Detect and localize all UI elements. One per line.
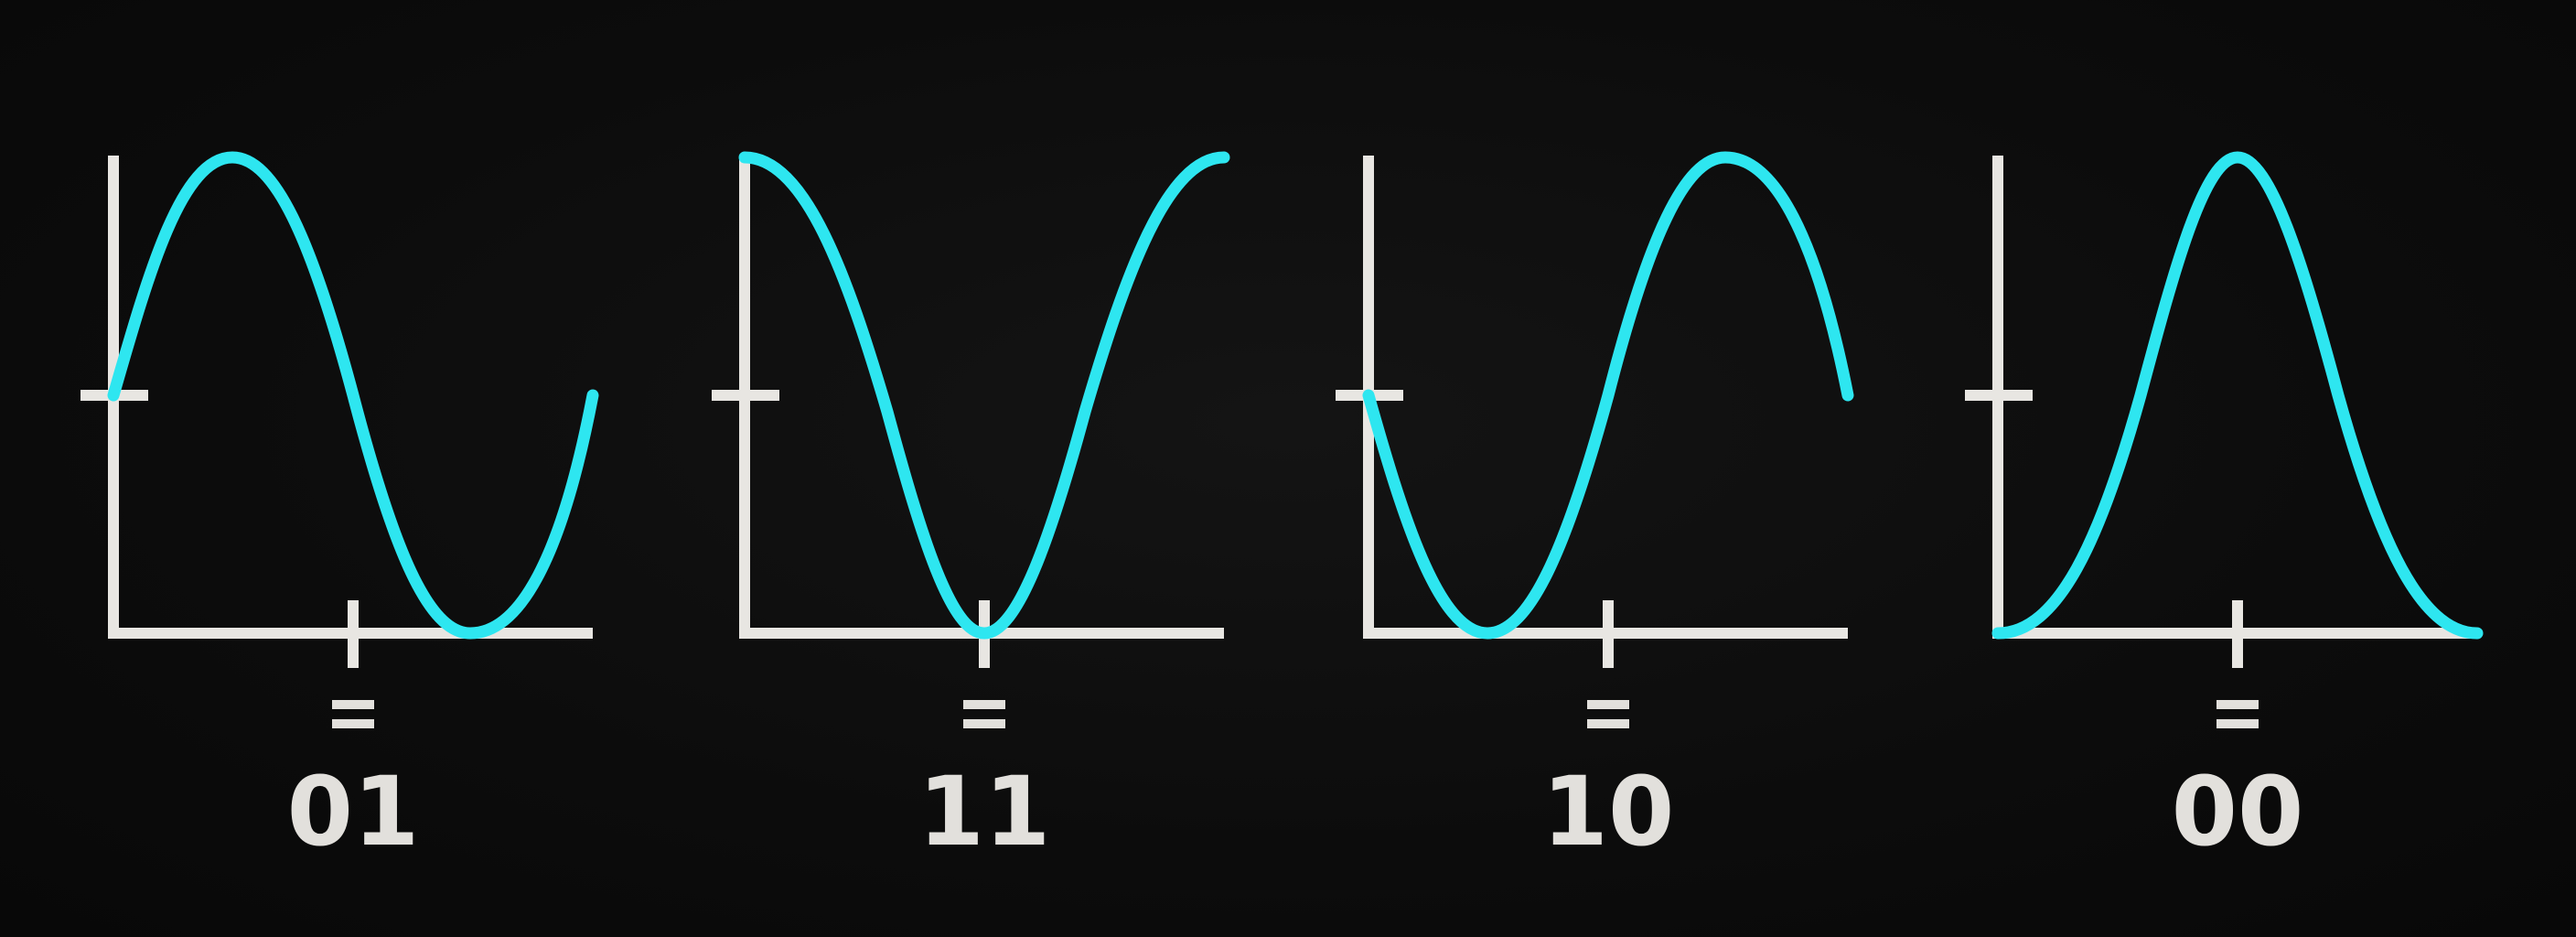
panel-10: 10: [1336, 151, 1854, 867]
bit-code: 01: [287, 756, 420, 867]
equals-sign: [963, 700, 1005, 728]
bit-code: 00: [2172, 756, 2304, 867]
equals-sign: [2216, 700, 2259, 728]
waveform: [1362, 151, 1854, 640]
waveform: [1991, 151, 2484, 640]
equals-sign: [1587, 700, 1629, 728]
panel-11: 11: [712, 151, 1230, 867]
axes: [739, 156, 1224, 639]
panel-00: 00: [1965, 151, 2484, 867]
equals-sign: [332, 700, 374, 728]
bit-code: 10: [1542, 756, 1675, 867]
axes: [1992, 156, 2477, 639]
bit-code: 11: [918, 756, 1051, 867]
panel-01: 01: [80, 151, 599, 867]
waveform: [107, 151, 599, 640]
axes: [108, 156, 593, 639]
axes: [1363, 156, 1848, 639]
waveform: [738, 151, 1230, 640]
